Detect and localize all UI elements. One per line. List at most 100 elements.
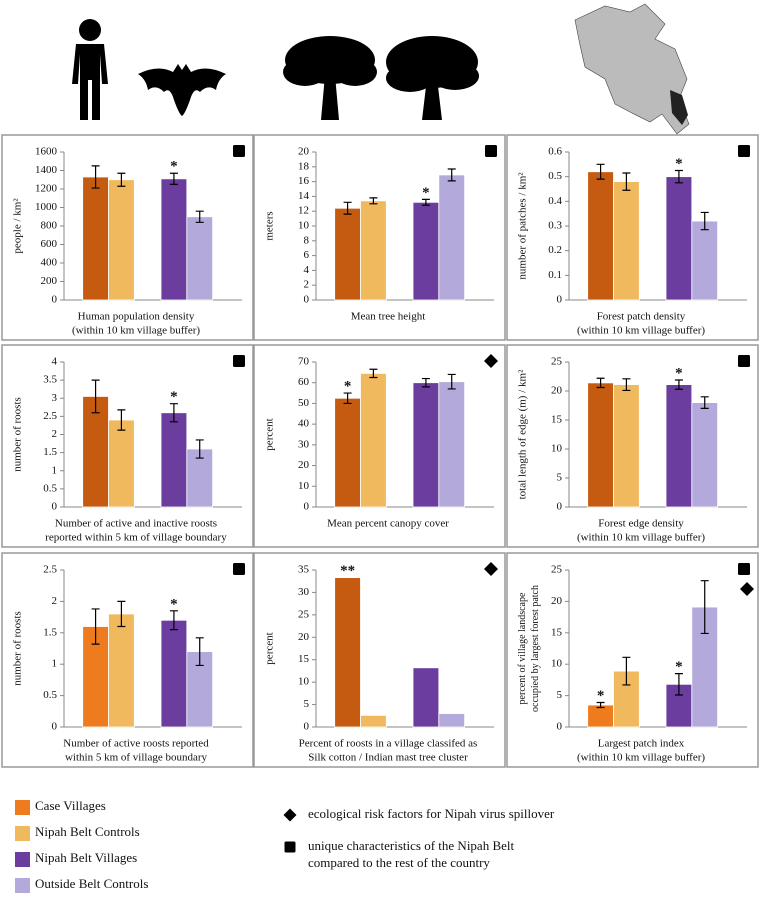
x-axis-label: Forest patch density xyxy=(597,311,686,323)
y-tick-label: 30 xyxy=(298,438,310,450)
significance-star: * xyxy=(170,596,178,612)
error-bar xyxy=(596,377,605,389)
error-bar xyxy=(447,168,456,182)
bar xyxy=(665,176,693,301)
error-bar xyxy=(91,379,100,414)
error-bar xyxy=(169,172,178,185)
legend-symbol-label: unique characteristics of the Nipah Belt xyxy=(308,838,515,853)
panel-border xyxy=(253,552,506,768)
y-tick-label: 0 xyxy=(304,294,310,306)
x-axis-label: (within 10 km village buffer) xyxy=(577,532,705,544)
x-axis-label: Largest patch index xyxy=(598,738,685,750)
y-tick-label: 3.5 xyxy=(43,374,57,386)
panel-border xyxy=(506,552,759,768)
y-tick-label: 5 xyxy=(557,472,563,484)
y-tick-label: 2 xyxy=(52,595,58,607)
bar xyxy=(691,220,719,301)
y-tick-label: 0 xyxy=(52,294,58,306)
legend-swatch xyxy=(15,852,30,867)
y-tick-label: 20 xyxy=(298,459,310,471)
y-tick-label: 14 xyxy=(298,190,310,202)
x-axis-label: reported within 5 km of village boundary xyxy=(45,532,227,544)
error-bar xyxy=(195,637,204,667)
bar xyxy=(691,402,719,508)
x-axis-label: Human population density xyxy=(78,311,195,323)
error-bar xyxy=(622,172,631,191)
bar xyxy=(186,216,214,301)
y-axis-label: people / km² xyxy=(12,198,24,254)
y-tick-label: 25 xyxy=(298,608,310,620)
y-tick-label: 0.3 xyxy=(548,220,562,232)
error-bar xyxy=(700,580,709,635)
error-bar xyxy=(117,600,126,628)
y-tick-label: 40 xyxy=(298,418,310,430)
error-bar xyxy=(674,673,683,696)
y-tick-label: 50 xyxy=(298,397,310,409)
bar xyxy=(334,397,361,508)
y-tick-label: 15 xyxy=(551,626,563,638)
y-tick-label: 0.2 xyxy=(548,244,562,256)
y-tick-label: 0 xyxy=(557,501,563,513)
error-bar xyxy=(369,197,378,205)
error-bar xyxy=(447,373,456,390)
y-tick-label: 3 xyxy=(52,392,58,404)
x-axis-label: Number of active and inactive roosts xyxy=(55,518,217,530)
bar xyxy=(438,174,466,301)
bar xyxy=(613,384,640,508)
y-tick-label: 15 xyxy=(551,414,563,426)
y-tick-label: 4 xyxy=(52,356,58,368)
square-marker xyxy=(284,841,296,853)
panel-border xyxy=(1,134,254,341)
tree-icon xyxy=(283,36,479,120)
y-axis-label: total length of edge (m) / km² xyxy=(517,369,529,499)
y-tick-label: 200 xyxy=(41,275,58,287)
error-bar xyxy=(596,701,605,709)
square-marker xyxy=(233,355,245,367)
x-axis-label: Percent of roosts in a village classifed… xyxy=(299,738,478,750)
y-tick-label: 20 xyxy=(298,631,310,643)
y-axis-label: number of roosts xyxy=(12,397,24,472)
bar xyxy=(438,381,466,508)
significance-star: * xyxy=(675,156,683,172)
y-tick-label: 25 xyxy=(551,356,563,368)
x-axis-label: (within 10 km village buffer) xyxy=(72,325,200,337)
y-tick-label: 1000 xyxy=(35,201,58,213)
square-marker xyxy=(233,145,245,157)
error-bar xyxy=(674,169,683,184)
y-tick-label: 1600 xyxy=(35,146,58,158)
y-tick-label: 0 xyxy=(557,721,563,733)
y-tick-label: 70 xyxy=(298,356,310,368)
y-axis-label: occupied by largest forest patch xyxy=(530,585,541,712)
x-axis-label: Number of active roosts reported xyxy=(63,738,209,750)
x-axis-label: (within 10 km village buffer) xyxy=(577,752,705,764)
y-tick-label: 16 xyxy=(298,175,310,187)
y-tick-label: 60 xyxy=(298,376,310,388)
diamond-marker xyxy=(283,808,297,822)
legend-label: Case Villages xyxy=(35,798,106,813)
y-tick-label: 600 xyxy=(41,238,58,250)
map-icon xyxy=(574,3,690,135)
y-tick-label: 2 xyxy=(52,428,58,440)
bar xyxy=(160,178,188,301)
significance-star: * xyxy=(675,659,683,675)
square-marker xyxy=(233,563,245,575)
y-tick-label: 0.4 xyxy=(548,195,562,207)
y-axis-label: percent of village landscape xyxy=(517,592,528,704)
panel-border xyxy=(1,552,254,768)
y-tick-label: 10 xyxy=(298,676,310,688)
significance-star: * xyxy=(597,688,605,704)
y-tick-label: 10 xyxy=(298,480,310,492)
x-axis-label: Forest edge density xyxy=(598,518,684,530)
y-tick-label: 18 xyxy=(298,160,310,172)
error-bar xyxy=(169,610,178,631)
y-tick-label: 20 xyxy=(551,595,563,607)
diamond-marker xyxy=(484,562,498,576)
significance-star: * xyxy=(344,379,352,395)
y-tick-label: 2 xyxy=(304,279,310,291)
x-axis-label: Mean percent canopy cover xyxy=(327,518,449,530)
y-tick-label: 1.5 xyxy=(43,446,57,458)
y-tick-label: 2.5 xyxy=(43,564,57,576)
error-bar xyxy=(195,439,204,459)
bar xyxy=(108,419,135,508)
